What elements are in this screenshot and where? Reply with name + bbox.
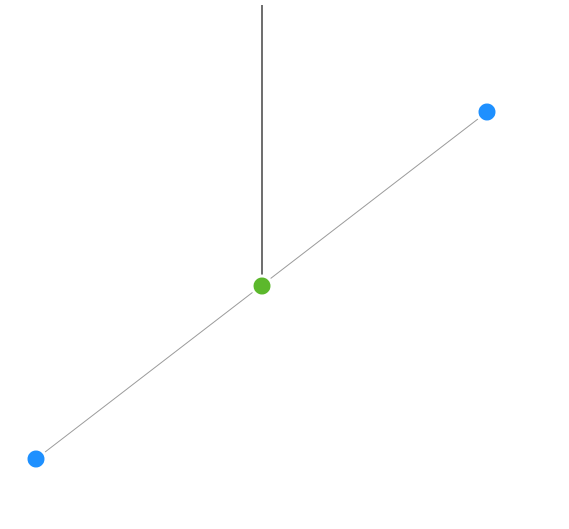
- line-diagram: [0, 0, 569, 529]
- endpoint-top-right-handle[interactable]: [477, 102, 497, 122]
- endpoint-bottom-left-handle[interactable]: [26, 449, 46, 469]
- midpoint-handle[interactable]: [252, 276, 272, 296]
